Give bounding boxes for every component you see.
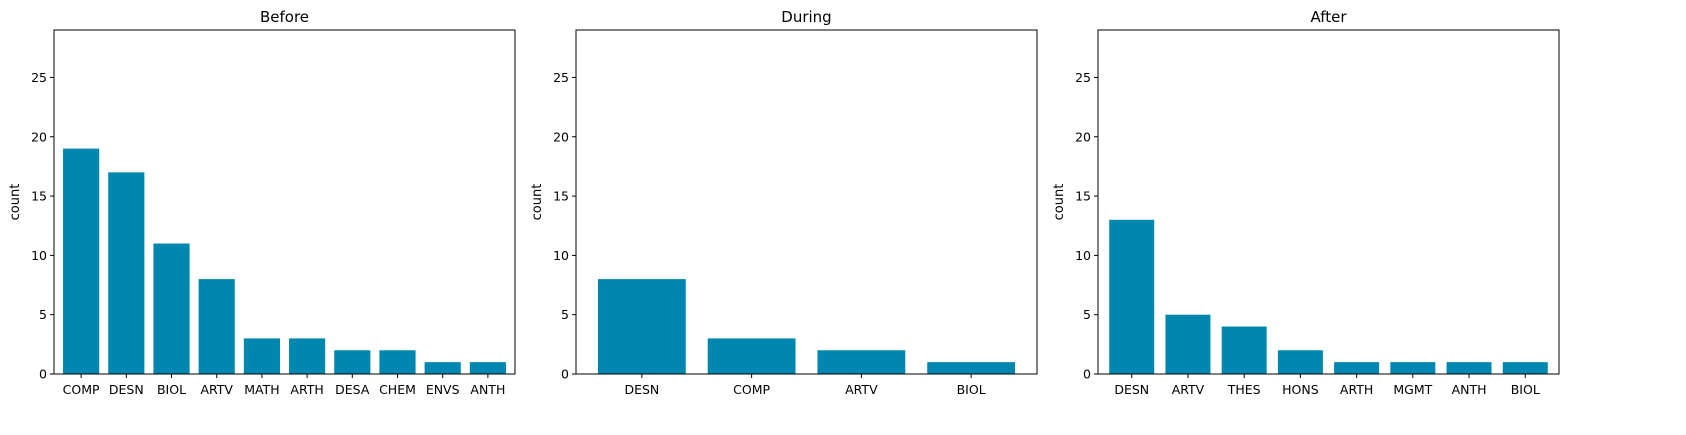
y-axis-label: count bbox=[1052, 184, 1067, 221]
y-tick-label: 20 bbox=[553, 129, 569, 144]
bar bbox=[424, 362, 461, 374]
x-tick-label: DESN bbox=[109, 382, 144, 397]
x-tick-label: MGMT bbox=[1393, 382, 1432, 397]
bar bbox=[707, 338, 796, 374]
x-tick-label: ARTH bbox=[1340, 382, 1373, 397]
x-tick-label: ENVS bbox=[426, 382, 460, 397]
bar bbox=[1390, 362, 1436, 374]
chart-panel-after: After count 0 5 10 15 20 25 DESN ARTV THES HONS AR… bbox=[1052, 8, 1560, 397]
x-tick-label: DESN bbox=[624, 382, 659, 397]
bar bbox=[108, 172, 145, 374]
x-tick-label: THES bbox=[1227, 382, 1261, 397]
x-tick-label: CHEM bbox=[379, 382, 416, 397]
bar bbox=[1334, 362, 1380, 374]
y-tick-label: 25 bbox=[553, 70, 569, 85]
x-tick-label: ANTH bbox=[1452, 382, 1487, 397]
bar bbox=[927, 362, 1016, 374]
bar bbox=[63, 148, 100, 374]
x-tick-label: ARTH bbox=[290, 382, 323, 397]
x-tick-label: ARTV bbox=[200, 382, 233, 397]
bar bbox=[153, 243, 190, 374]
x-tick-label: BIOL bbox=[1511, 382, 1540, 397]
y-tick-label: 15 bbox=[1075, 189, 1091, 204]
chart-panel-during: During count 0 5 10 15 20 25 DESN COMP ARTV BIOL bbox=[530, 8, 1038, 397]
bar bbox=[243, 338, 280, 374]
bar bbox=[1165, 314, 1211, 374]
y-tick-label: 0 bbox=[1083, 367, 1091, 382]
bar bbox=[817, 350, 906, 374]
y-tick-label: 20 bbox=[1075, 129, 1091, 144]
chart-title: After bbox=[1310, 8, 1347, 26]
x-tick-label: BIOL bbox=[957, 382, 986, 397]
bar bbox=[289, 338, 326, 374]
y-tick-label: 5 bbox=[1083, 307, 1091, 322]
axes-frame bbox=[53, 29, 516, 375]
bar bbox=[1502, 362, 1548, 374]
y-tick-label: 5 bbox=[39, 307, 47, 322]
chart-title: Before bbox=[260, 8, 309, 26]
y-tick-label: 15 bbox=[31, 189, 47, 204]
axes-frame bbox=[575, 29, 1038, 375]
bar bbox=[469, 362, 506, 374]
x-tick-label: HONS bbox=[1282, 382, 1319, 397]
y-tick-label: 25 bbox=[1075, 70, 1091, 85]
axes-frame bbox=[1097, 29, 1560, 375]
y-tick-label: 5 bbox=[561, 307, 569, 322]
y-tick-label: 10 bbox=[1075, 248, 1091, 263]
x-tick-label: DESA bbox=[335, 382, 370, 397]
x-tick-label: DESN bbox=[1114, 382, 1149, 397]
bar bbox=[1109, 219, 1155, 374]
y-tick-label: 15 bbox=[553, 189, 569, 204]
bar bbox=[1221, 326, 1267, 374]
x-tick-label: ANTH bbox=[470, 382, 505, 397]
chart-panel-before: Before count 0 5 10 15 20 25 COMP DESN BIOL ARTV M… bbox=[8, 8, 516, 397]
bar bbox=[597, 279, 686, 374]
y-axis-label: count bbox=[530, 184, 545, 221]
y-tick-label: 20 bbox=[31, 129, 47, 144]
y-tick-label: 0 bbox=[561, 367, 569, 382]
y-axis-label: count bbox=[8, 184, 23, 221]
bar bbox=[379, 350, 416, 374]
x-tick-label: BIOL bbox=[157, 382, 186, 397]
y-tick-label: 10 bbox=[31, 248, 47, 263]
bar bbox=[198, 279, 235, 374]
x-tick-label: COMP bbox=[63, 382, 100, 397]
bar bbox=[1277, 350, 1323, 374]
y-tick-label: 0 bbox=[39, 367, 47, 382]
x-tick-label: MATH bbox=[244, 382, 279, 397]
x-tick-label: ARTV bbox=[1172, 382, 1205, 397]
bar bbox=[1446, 362, 1492, 374]
y-tick-label: 25 bbox=[31, 70, 47, 85]
x-tick-label: COMP bbox=[733, 382, 770, 397]
y-tick-label: 10 bbox=[553, 248, 569, 263]
x-tick-label: ARTV bbox=[845, 382, 878, 397]
bar bbox=[334, 350, 371, 374]
chart-title: During bbox=[781, 8, 831, 26]
